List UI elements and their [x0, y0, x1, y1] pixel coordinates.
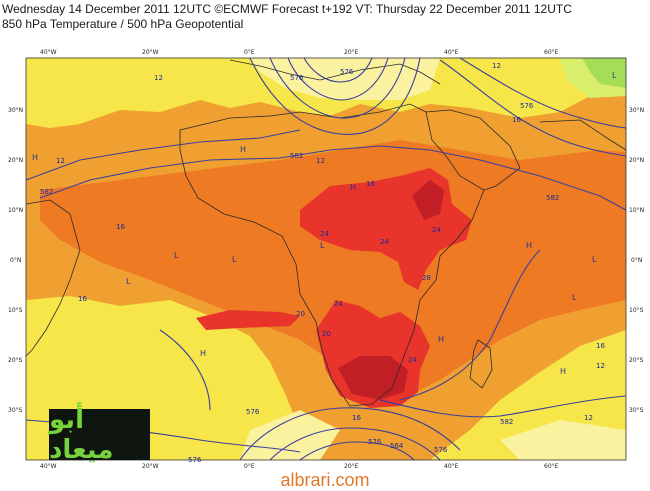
svg-text:12: 12 — [154, 74, 163, 82]
svg-text:576: 576 — [434, 446, 448, 454]
svg-text:24: 24 — [432, 226, 441, 234]
svg-text:30°N: 30°N — [629, 107, 644, 114]
svg-text:576: 576 — [340, 68, 354, 76]
svg-text:12: 12 — [316, 157, 325, 165]
top-longitude-axis: 40°W 20°W 0°E 20°E 40°E 60°E — [40, 49, 559, 56]
svg-text:16: 16 — [596, 342, 605, 350]
svg-text:28: 28 — [422, 274, 431, 282]
svg-text:40°E: 40°E — [444, 463, 459, 470]
bottom-longitude-axis: 40°W 20°W 0°E 20°E 40°E 60°E — [40, 463, 559, 470]
center-label: L — [126, 277, 131, 286]
svg-text:582: 582 — [290, 152, 303, 160]
svg-text:16: 16 — [512, 116, 521, 124]
center-label: L — [592, 255, 597, 264]
map-frame — [25, 57, 627, 461]
svg-text:16: 16 — [116, 223, 125, 231]
svg-text:564: 564 — [390, 442, 404, 450]
deep-orange-zone — [40, 140, 626, 400]
svg-text:576: 576 — [290, 74, 304, 82]
svg-text:20°N: 20°N — [629, 157, 644, 164]
svg-text:60°E: 60°E — [544, 463, 559, 470]
svg-text:20°W: 20°W — [142, 463, 159, 470]
svg-text:12: 12 — [492, 62, 501, 70]
center-label: H — [560, 367, 566, 376]
svg-text:10°S: 10°S — [8, 307, 23, 314]
temperature-labels: 12 12 12 16 16 16 20 24 24 24 24 28 16 1… — [56, 62, 605, 422]
svg-text:12: 12 — [584, 414, 593, 422]
svg-text:10°N: 10°N — [8, 207, 23, 214]
svg-text:20°E: 20°E — [344, 463, 359, 470]
logo-badge: أبو ميعاد — [49, 405, 150, 465]
center-label: L — [174, 251, 179, 260]
center-label: H — [526, 241, 532, 250]
svg-text:10°N: 10°N — [629, 207, 644, 214]
center-label: L — [572, 293, 577, 302]
svg-text:30°N: 30°N — [8, 107, 23, 114]
svg-text:24: 24 — [408, 356, 417, 364]
svg-text:576: 576 — [520, 102, 534, 110]
center-label: H — [438, 335, 444, 344]
center-label: H — [240, 145, 246, 154]
svg-text:582: 582 — [546, 194, 559, 202]
center-label: H — [200, 349, 206, 358]
left-latitude-axis: 30°N 20°N 10°N 0°N 10°S 20°S 30°S — [8, 107, 23, 414]
logo-text: أبو ميعاد — [49, 404, 114, 465]
pressure-centers: H H H L L L H L H L H L H L — [32, 71, 617, 376]
field-title: 850 hPa Temperature / 500 hPa Geopotenti… — [2, 17, 244, 31]
center-label: L — [612, 71, 617, 80]
chart-header: Wednesday 14 December 2011 12UTC ©ECMWF … — [2, 2, 648, 32]
svg-text:20°S: 20°S — [8, 357, 23, 364]
svg-text:12: 12 — [56, 157, 65, 165]
svg-text:16: 16 — [366, 180, 375, 188]
svg-text:60°E: 60°E — [544, 49, 559, 56]
svg-text:576: 576 — [368, 438, 382, 446]
green-patch — [582, 58, 626, 88]
svg-text:576: 576 — [246, 408, 260, 416]
right-latitude-axis: 30°N 20°N 10°N 0°N 10°S 20°S 30°S — [629, 107, 644, 414]
svg-text:582: 582 — [40, 188, 53, 196]
center-label: H — [32, 153, 38, 162]
svg-text:20: 20 — [322, 330, 331, 338]
svg-text:0°N: 0°N — [10, 257, 21, 264]
svg-text:20: 20 — [296, 310, 305, 318]
svg-text:40°E: 40°E — [444, 49, 459, 56]
svg-text:20°S: 20°S — [629, 357, 644, 364]
svg-text:40°W: 40°W — [40, 463, 57, 470]
svg-text:24: 24 — [320, 230, 329, 238]
svg-text:0°N: 0°N — [631, 257, 642, 264]
svg-text:20°W: 20°W — [142, 49, 159, 56]
watermark-text: albrari.com — [280, 470, 370, 490]
center-label: H — [350, 183, 356, 192]
geopotential-labels: 582 582 576 576 582 582 576 564 576 576 … — [40, 68, 559, 464]
svg-text:10°S: 10°S — [629, 307, 644, 314]
forecast-title: Wednesday 14 December 2011 12UTC ©ECMWF … — [2, 2, 572, 16]
svg-text:0°E: 0°E — [244, 49, 255, 56]
center-label: L — [320, 241, 325, 250]
svg-text:12: 12 — [596, 362, 605, 370]
svg-text:16: 16 — [78, 295, 87, 303]
svg-text:16: 16 — [352, 414, 361, 422]
svg-text:24: 24 — [380, 238, 389, 246]
svg-text:20°N: 20°N — [8, 157, 23, 164]
dark-red-zone-north — [412, 180, 444, 220]
svg-text:0°E: 0°E — [244, 463, 255, 470]
svg-text:24: 24 — [334, 300, 343, 308]
pale-yellow-zone — [250, 58, 440, 100]
svg-text:20°E: 20°E — [344, 49, 359, 56]
red-streak-atlantic — [196, 310, 300, 330]
svg-text:40°W: 40°W — [40, 49, 57, 56]
svg-text:582: 582 — [500, 418, 513, 426]
center-label: L — [232, 255, 237, 264]
svg-text:30°S: 30°S — [8, 407, 23, 414]
svg-text:30°S: 30°S — [629, 407, 644, 414]
